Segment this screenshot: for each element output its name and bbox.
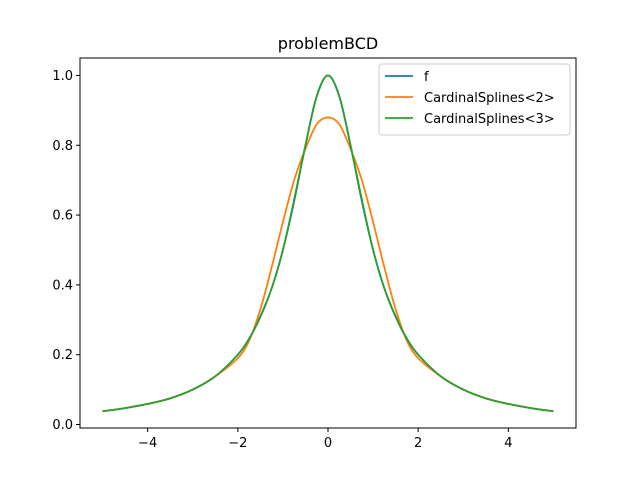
- x-tick-label: 0: [324, 436, 332, 451]
- legend-box: [378, 63, 571, 136]
- y-tick-label: 0.6: [52, 209, 73, 224]
- x-tick-label: 2: [414, 436, 422, 451]
- series-line-2: [102, 74, 554, 413]
- legend-label-0: f: [424, 70, 429, 85]
- legend-label-1: CardinalSplines<2>: [424, 91, 555, 106]
- x-tick-label: −4: [138, 436, 157, 451]
- x-tick-label: 4: [504, 436, 512, 451]
- series-layer: [102, 74, 554, 413]
- x-axis: −4 −2 0 2 4: [138, 428, 513, 451]
- y-tick-label: 0.0: [52, 418, 73, 433]
- y-tick-label: 0.4: [52, 278, 73, 293]
- y-tick-label: 0.8: [52, 139, 73, 154]
- y-tick-label: 1.0: [52, 69, 73, 84]
- chart-title: problemBCD: [278, 34, 378, 53]
- x-tick-label: −2: [228, 436, 247, 451]
- legend: f CardinalSplines<2> CardinalSplines<3>: [378, 63, 571, 136]
- y-axis: 0.0 0.2 0.4 0.6 0.8 1.0: [52, 69, 80, 433]
- legend-label-2: CardinalSplines<3>: [424, 112, 555, 127]
- y-tick-label: 0.2: [52, 348, 73, 363]
